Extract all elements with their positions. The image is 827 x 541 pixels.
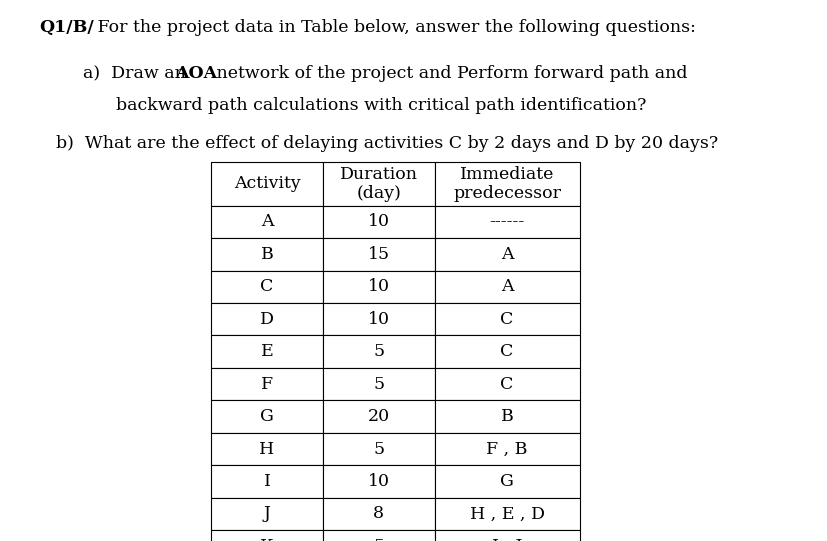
Text: Immediate
predecessor: Immediate predecessor bbox=[452, 166, 561, 202]
Text: I , J: I , J bbox=[491, 538, 522, 541]
Text: J: J bbox=[263, 505, 270, 523]
Bar bbox=[211, 530, 323, 541]
Text: H , E , D: H , E , D bbox=[469, 505, 544, 523]
Bar bbox=[323, 530, 434, 541]
Text: 10: 10 bbox=[367, 473, 390, 490]
Text: E: E bbox=[261, 343, 273, 360]
Bar bbox=[211, 368, 323, 400]
Bar bbox=[434, 270, 579, 303]
Bar bbox=[211, 335, 323, 368]
Text: 10: 10 bbox=[367, 278, 390, 295]
Text: Q1/B/: Q1/B/ bbox=[40, 19, 94, 36]
Bar bbox=[323, 206, 434, 238]
Text: 5: 5 bbox=[373, 440, 384, 458]
Bar bbox=[434, 530, 579, 541]
Bar bbox=[211, 238, 323, 270]
Text: Duration
(day): Duration (day) bbox=[339, 166, 418, 202]
Text: F: F bbox=[261, 375, 273, 393]
Bar bbox=[434, 238, 579, 270]
Text: G: G bbox=[260, 408, 274, 425]
Text: A: A bbox=[261, 213, 273, 230]
Text: network of the project and Perform forward path and: network of the project and Perform forwa… bbox=[211, 65, 686, 82]
Text: 5: 5 bbox=[373, 538, 384, 541]
Bar bbox=[434, 303, 579, 335]
Bar bbox=[323, 433, 434, 465]
Bar bbox=[323, 335, 434, 368]
Text: C: C bbox=[500, 375, 514, 393]
Text: B: B bbox=[261, 246, 273, 263]
Bar bbox=[211, 303, 323, 335]
Text: C: C bbox=[500, 311, 514, 328]
Text: A: A bbox=[500, 278, 513, 295]
Bar bbox=[323, 368, 434, 400]
Text: a)  Draw an: a) Draw an bbox=[83, 65, 191, 82]
Text: C: C bbox=[260, 278, 274, 295]
Text: K: K bbox=[261, 538, 273, 541]
Bar bbox=[434, 465, 579, 498]
Bar bbox=[323, 465, 434, 498]
Bar bbox=[211, 270, 323, 303]
Text: D: D bbox=[260, 311, 274, 328]
Text: G: G bbox=[500, 473, 514, 490]
Bar bbox=[211, 400, 323, 433]
Bar bbox=[434, 368, 579, 400]
Text: 5: 5 bbox=[373, 343, 384, 360]
Bar bbox=[434, 433, 579, 465]
Text: backward path calculations with critical path identification?: backward path calculations with critical… bbox=[116, 97, 646, 114]
Text: F , B: F , B bbox=[486, 440, 527, 458]
Bar bbox=[434, 206, 579, 238]
Text: ------: ------ bbox=[489, 213, 524, 230]
Bar bbox=[323, 162, 434, 206]
Bar bbox=[323, 270, 434, 303]
Bar bbox=[211, 162, 323, 206]
Text: 8: 8 bbox=[373, 505, 384, 523]
Text: C: C bbox=[500, 343, 514, 360]
Text: 5: 5 bbox=[373, 375, 384, 393]
Text: A: A bbox=[500, 246, 513, 263]
Text: Activity: Activity bbox=[233, 175, 300, 193]
Text: B: B bbox=[500, 408, 513, 425]
Bar bbox=[434, 335, 579, 368]
Bar bbox=[211, 433, 323, 465]
Bar bbox=[323, 238, 434, 270]
Bar bbox=[211, 465, 323, 498]
Text: 15: 15 bbox=[367, 246, 390, 263]
Text: 20: 20 bbox=[367, 408, 390, 425]
Text: For the project data in Table below, answer the following questions:: For the project data in Table below, ans… bbox=[92, 19, 695, 36]
Bar bbox=[211, 206, 323, 238]
Text: 10: 10 bbox=[367, 213, 390, 230]
Bar bbox=[434, 400, 579, 433]
Bar bbox=[434, 162, 579, 206]
Bar bbox=[323, 400, 434, 433]
Text: b)  What are the effect of delaying activities C by 2 days and D by 20 days?: b) What are the effect of delaying activ… bbox=[56, 135, 718, 152]
Bar bbox=[211, 498, 323, 530]
Text: AOA: AOA bbox=[175, 65, 218, 82]
Bar bbox=[434, 498, 579, 530]
Text: H: H bbox=[259, 440, 275, 458]
Text: 10: 10 bbox=[367, 311, 390, 328]
Text: I: I bbox=[263, 473, 270, 490]
Bar bbox=[323, 303, 434, 335]
Bar bbox=[323, 498, 434, 530]
